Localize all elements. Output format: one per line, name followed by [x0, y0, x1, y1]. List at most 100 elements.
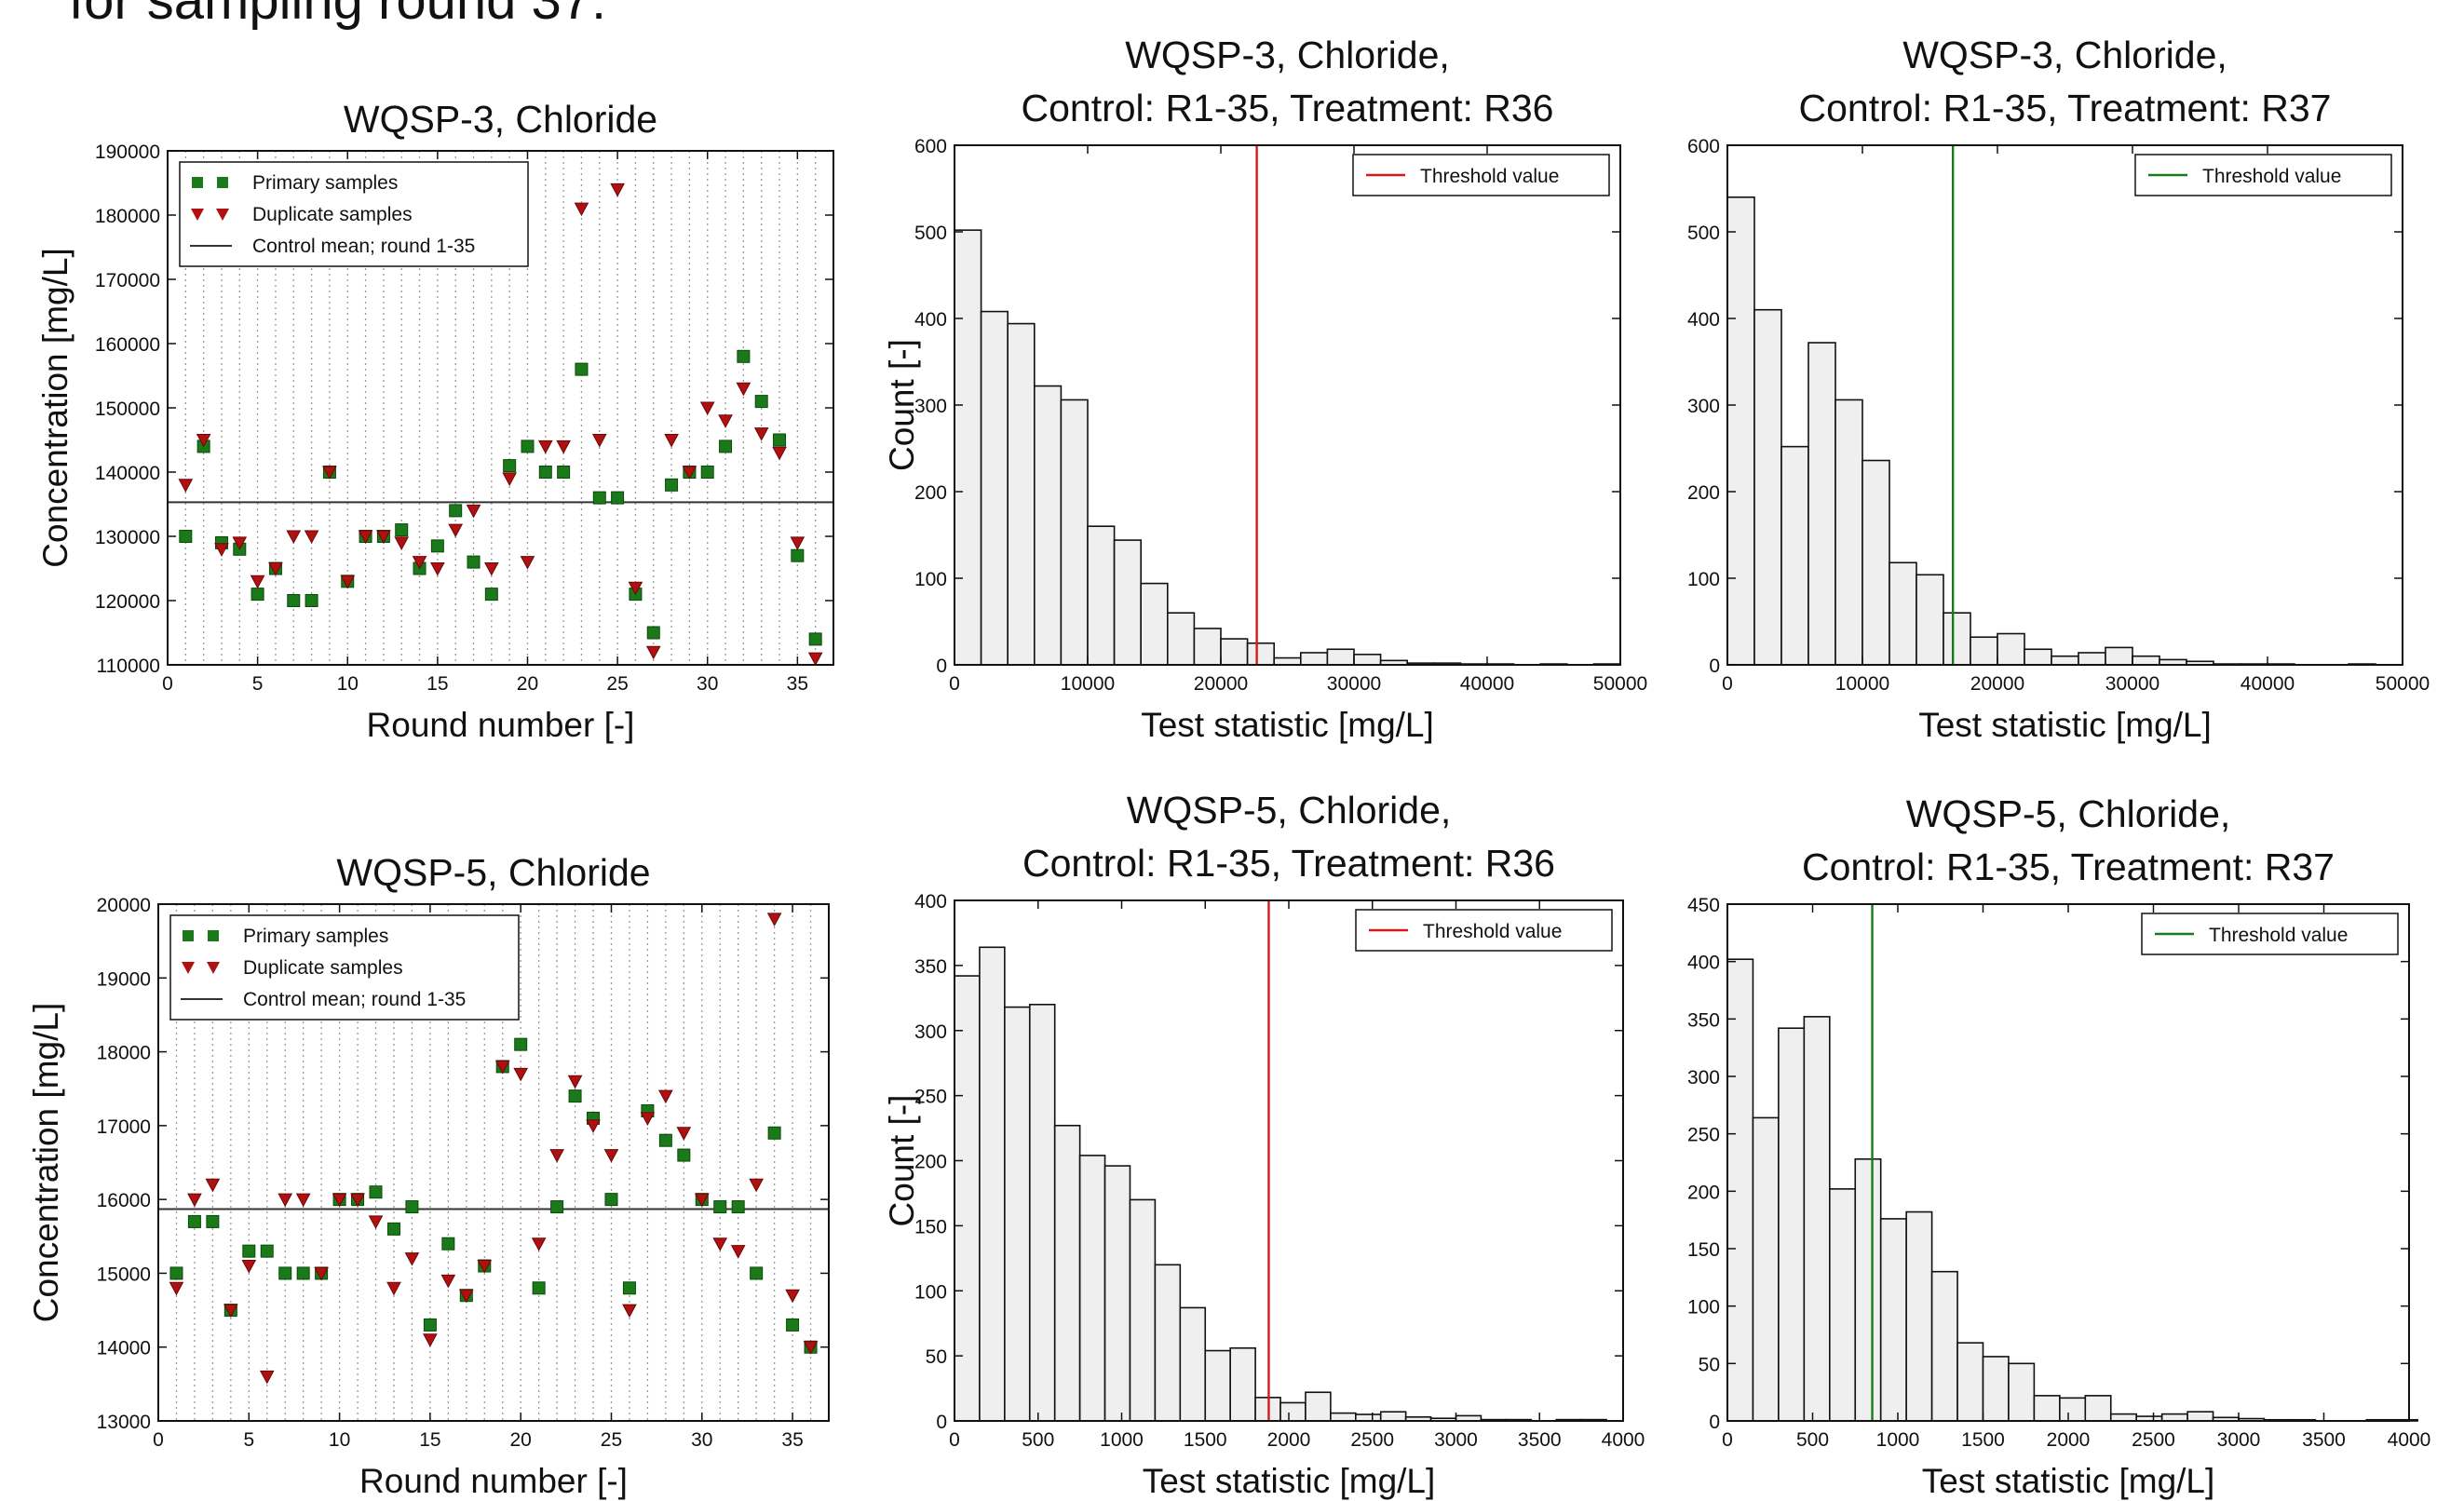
primary-sample-marker — [773, 433, 787, 447]
chart-title-line-2: Control: R1-35, Treatment: R36 — [1022, 87, 1554, 129]
x-tick-label: 50000 — [2376, 673, 2430, 695]
y-tick-label: 16000 — [97, 1190, 151, 1211]
primary-sample-marker — [405, 1200, 419, 1214]
histogram-bar — [2033, 1395, 2061, 1422]
y-tick-label: 13000 — [97, 1412, 151, 1433]
histogram-bar — [1778, 1027, 1806, 1422]
y-tick-label: 250 — [914, 1087, 947, 1108]
chart-title-line-1: WQSP-5, Chloride, — [1127, 789, 1452, 832]
y-tick-label: 130000 — [95, 527, 160, 548]
duplicate-sample-marker — [430, 562, 445, 576]
x-tick-label: 30 — [691, 1429, 712, 1451]
histogram-bar — [954, 975, 981, 1422]
histogram-bar — [1829, 1188, 1857, 1422]
primary-sample-marker — [187, 1214, 201, 1228]
duplicate-sample-marker — [790, 536, 806, 550]
histogram-bar — [1103, 1165, 1131, 1422]
duplicate-sample-marker — [423, 1333, 438, 1347]
y-tick-label: 0 — [1709, 656, 1720, 677]
duplicate-sample-marker — [196, 434, 211, 448]
y-tick-label: 50 — [926, 1346, 947, 1368]
primary-sample-marker — [592, 491, 606, 505]
x-axis-label: Test statistic [mg/L] — [1141, 706, 1434, 744]
y-tick-label: 500 — [914, 223, 947, 244]
y-tick-label: 14000 — [97, 1338, 151, 1359]
x-tick-label: 1000 — [1876, 1429, 1920, 1451]
y-tick-label: 100 — [1687, 569, 1720, 590]
x-tick-label: 1000 — [1100, 1429, 1144, 1451]
primary-sample-marker — [449, 504, 463, 518]
histogram-bar — [1956, 1342, 1984, 1422]
histogram-bar — [1007, 322, 1036, 666]
duplicate-sample-marker — [332, 1193, 347, 1208]
primary-sample-marker — [700, 466, 714, 479]
duplicate-sample-marker — [682, 466, 697, 480]
primary-sample-marker — [278, 1266, 292, 1280]
duplicate-sample-marker — [718, 414, 733, 428]
chart-title: WQSP-5, Chloride — [336, 851, 650, 894]
duplicate-sample-marker — [214, 543, 229, 557]
duplicate-sample-marker — [574, 202, 589, 217]
y-tick-label: 100 — [914, 569, 947, 590]
plot-frame — [157, 903, 830, 1422]
y-tick-label: 120000 — [95, 591, 160, 613]
histogram-bar — [2084, 1395, 2112, 1422]
x-axis-label: Test statistic [mg/L] — [1922, 1462, 2215, 1500]
x-tick-label: 10000 — [1061, 673, 1115, 695]
duplicate-sample-marker — [730, 1245, 746, 1259]
legend-entry-label: Primary samples — [252, 172, 398, 194]
y-tick-label: 140000 — [95, 463, 160, 484]
duplicate-sample-marker — [223, 1304, 238, 1318]
x-tick-label: 5 — [252, 673, 264, 695]
histogram-bar — [1279, 1401, 1306, 1422]
x-axis-label: Test statistic [mg/L] — [1143, 1462, 1436, 1500]
histogram-bar — [2078, 652, 2106, 666]
histogram-bar — [1140, 582, 1169, 666]
header-caption: for sampling round 37: — [69, 0, 607, 31]
primary-sample-marker — [484, 588, 498, 602]
duplicate-sample-marker — [340, 575, 356, 589]
duplicate-sample-marker — [241, 1260, 257, 1274]
y-tick-label: 15000 — [97, 1264, 151, 1285]
duplicate-sample-marker — [458, 1289, 474, 1304]
histogram-bar — [1997, 632, 2025, 666]
primary-sample-marker — [305, 594, 318, 607]
primary-sample-marker — [395, 523, 409, 537]
primary-sample-marker — [611, 491, 625, 505]
histogram-bar — [1943, 612, 1971, 666]
primary-sample-marker — [287, 594, 301, 607]
primary-sample-marker — [242, 1244, 256, 1258]
primary-sample-marker — [713, 1200, 727, 1214]
histogram-bar — [1193, 628, 1222, 666]
duplicate-sample-marker — [640, 1112, 656, 1126]
duplicate-sample-marker — [628, 581, 643, 596]
duplicate-sample-marker — [477, 1260, 493, 1274]
duplicate-sample-marker — [502, 472, 517, 486]
x-tick-label: 4000 — [1602, 1429, 1645, 1451]
chart-title-line-1: WQSP-3, Chloride, — [1125, 34, 1450, 76]
primary-sample-marker — [296, 1266, 310, 1280]
x-tick-label: 500 — [1796, 1429, 1829, 1451]
duplicate-sample-marker — [404, 1252, 420, 1266]
y-tick-label: 300 — [914, 396, 947, 417]
x-tick-label: 10 — [337, 673, 359, 695]
histogram-bar — [1930, 1270, 1958, 1422]
duplicate-sample-marker — [610, 183, 625, 197]
x-tick-label: 2500 — [1350, 1429, 1394, 1451]
duplicate-sample-marker — [232, 536, 248, 550]
duplicate-sample-marker — [549, 1149, 564, 1163]
duplicate-sample-marker — [295, 1193, 311, 1208]
histogram-bar — [2109, 1413, 2138, 1422]
primary-sample-marker — [646, 626, 660, 640]
x-tick-label: 10 — [329, 1429, 350, 1451]
primary-sample-marker — [737, 349, 751, 363]
chart-5: WQSP-5, Chloride, Control: R1-35, Treatme… — [883, 789, 1645, 1500]
y-tick-label: 200 — [914, 1152, 947, 1173]
primary-sample-marker — [550, 1200, 564, 1214]
y-tick-label: 450 — [1687, 895, 1720, 916]
y-tick-label: 0 — [936, 1412, 947, 1433]
x-tick-label: 2000 — [2047, 1429, 2091, 1451]
y-tick-label: 400 — [914, 891, 947, 913]
duplicate-sample-marker — [278, 1193, 293, 1208]
legend-entry-label: Primary samples — [243, 926, 388, 947]
